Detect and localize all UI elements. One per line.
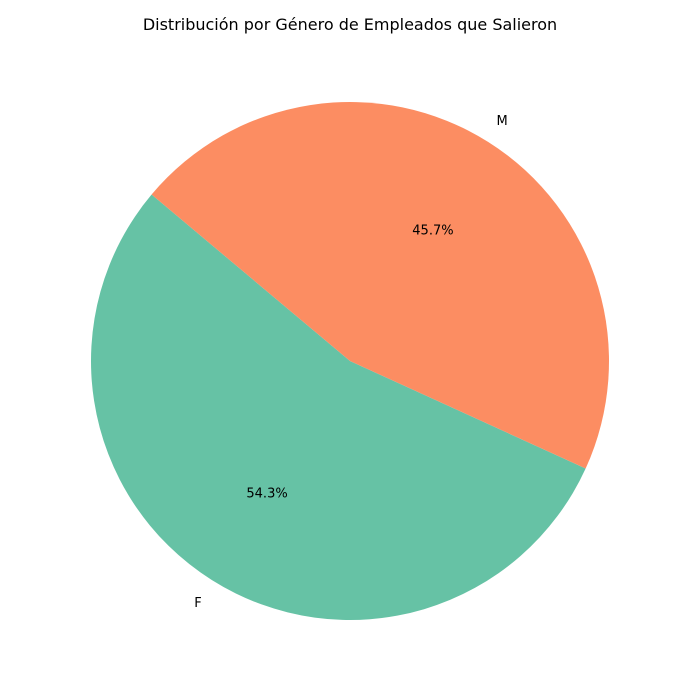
category-label-f: F bbox=[194, 596, 201, 611]
pie-slices bbox=[91, 101, 610, 620]
percent-label-m: 45.7% bbox=[412, 224, 453, 239]
percent-label-f: 54.3% bbox=[246, 486, 287, 501]
pie-slice-f bbox=[91, 194, 586, 620]
pie-labels: F 54.3% M 45.7% bbox=[194, 114, 507, 611]
pie-slice-m bbox=[151, 101, 610, 469]
chart-title: Distribución por Género de Empleados que… bbox=[143, 15, 557, 34]
category-label-m: M bbox=[496, 114, 507, 129]
